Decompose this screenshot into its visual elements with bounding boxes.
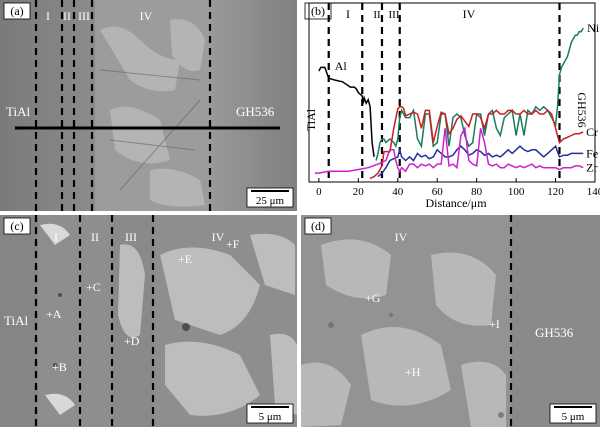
material-label-right: GH536: [236, 104, 275, 119]
series-label-fe: Fe: [586, 146, 598, 160]
zone-label: I: [46, 9, 50, 23]
point-marker: +G: [365, 291, 381, 305]
panel-tag: (a): [10, 4, 23, 18]
plot-frame: [308, 2, 596, 183]
point-marker: +E: [178, 252, 192, 266]
x-tick-label: 60: [432, 186, 444, 198]
series-label-zr: Zr: [586, 161, 597, 175]
zone-label: IV: [212, 230, 225, 244]
series-line-ni: [375, 27, 584, 161]
panel-tag: (c): [10, 219, 23, 233]
scale-bar-label: 5 μm: [562, 411, 585, 423]
panel-a-image: (a) I II III IV TiAl GH536 25 μm: [0, 0, 297, 211]
panel-c: (c) I II III IV TiAl +A +B +C +D +E +F 5…: [0, 215, 297, 427]
panel-c-image: (c) I II III IV TiAl +A +B +C +D +E +F 5…: [0, 215, 297, 427]
material-label: GH536: [535, 325, 574, 340]
x-tick-label: 0: [316, 186, 322, 198]
zone-label: IV: [140, 9, 153, 23]
panel-a: (a) I II III IV TiAl GH536 25 μm: [0, 0, 297, 211]
x-tick-label: 80: [471, 186, 483, 198]
point-marker: +B: [52, 360, 67, 374]
panel-b: (b) I II III IV TiAl GH536 Distance/μm 0…: [301, 0, 600, 211]
series-label-ni: Ni: [587, 21, 600, 35]
material-label-left: TiAl: [6, 104, 30, 119]
scale-bar-label: 5 μm: [259, 411, 282, 423]
scale-bar-label: 25 μm: [256, 195, 285, 207]
x-tick-label: 40: [392, 186, 404, 198]
rotated-label-right: GH536: [575, 92, 589, 127]
panel-d-image: (d) IV GH536 +G +H +I 5 μm: [301, 215, 600, 427]
point-marker: +I: [489, 317, 500, 331]
series-line-zr: [314, 125, 584, 174]
zone-label: II: [63, 9, 71, 23]
zone-label: IV: [463, 7, 476, 21]
zone-label: IV: [395, 230, 408, 244]
zone-label: II: [373, 9, 381, 21]
rotated-label-left: TiAl: [304, 108, 318, 131]
point-marker: +F: [226, 237, 240, 251]
zone-label: III: [125, 230, 137, 244]
series-label-al: Al: [335, 59, 348, 73]
x-tick-label: 120: [547, 186, 564, 198]
series-label-cr: Cr: [586, 125, 598, 139]
zone-label: I: [54, 230, 58, 244]
x-tick-label: 140: [587, 186, 600, 198]
x-axis-label: Distance/μm: [425, 196, 487, 210]
point-marker: +A: [46, 307, 62, 321]
panel-d: (d) IV GH536 +G +H +I 5 μm: [301, 215, 600, 427]
material-label: TiAl: [4, 313, 28, 328]
point-marker: +H: [405, 365, 421, 379]
point-marker: +D: [124, 334, 140, 348]
x-tick-label: 20: [353, 186, 365, 198]
x-tick-label: 100: [508, 186, 525, 198]
series-line-fe: [377, 144, 584, 178]
series-line-cr: [369, 106, 584, 180]
zone-label: III: [78, 9, 90, 23]
zone-label: I: [346, 7, 350, 21]
line-profile-chart: (b) I II III IV TiAl GH536 Distance/μm 0…: [304, 2, 600, 210]
zone-label: II: [91, 230, 99, 244]
point-marker: +C: [86, 280, 101, 294]
series-line-al: [318, 66, 375, 158]
panel-tag: (d): [311, 219, 325, 233]
zone-label: III: [389, 9, 400, 21]
panel-tag: (b): [311, 4, 325, 18]
